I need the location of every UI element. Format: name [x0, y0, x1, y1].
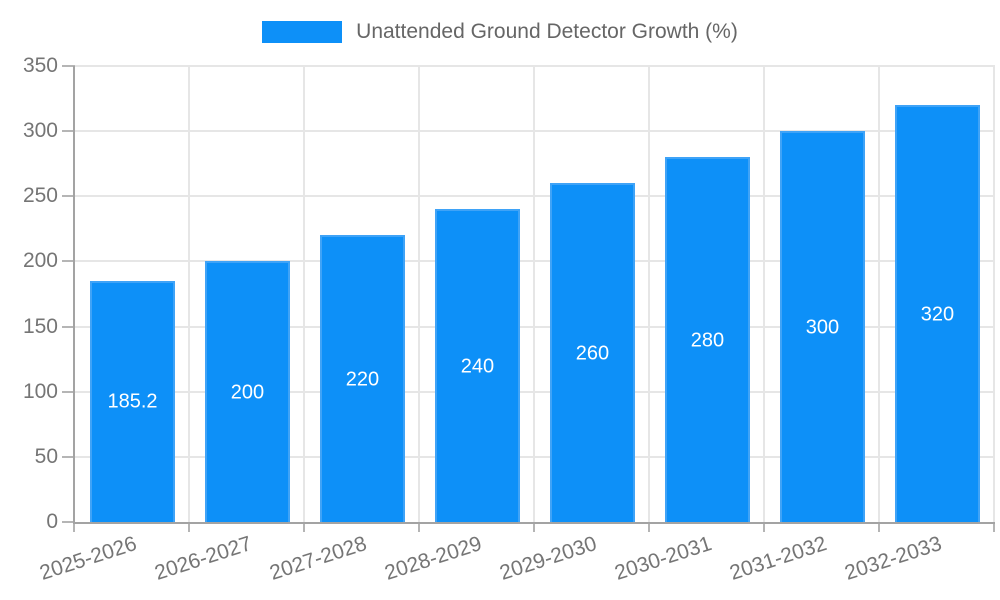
gridline-horizontal	[75, 390, 995, 393]
gridline-horizontal	[75, 455, 995, 458]
x-tick-label: 2028-2029	[381, 532, 485, 585]
x-tick-label: 2027-2028	[266, 532, 370, 585]
bar: 320	[894, 105, 981, 522]
gridline-vertical	[418, 66, 420, 522]
gridline-horizontal	[75, 325, 995, 328]
x-tick-label: 2031-2032	[726, 532, 830, 585]
y-tick-mark	[62, 390, 75, 393]
gridline-vertical	[993, 66, 995, 522]
bar-value-label: 200	[230, 381, 265, 404]
bar: 220	[319, 235, 406, 522]
x-tick-mark	[533, 522, 535, 532]
legend-swatch	[262, 21, 343, 43]
y-tick-label: 200	[22, 249, 58, 273]
gridline-vertical	[533, 66, 535, 522]
x-tick-mark	[878, 522, 880, 532]
x-tick-mark	[648, 522, 650, 532]
y-axis	[73, 66, 75, 522]
y-tick-label: 300	[22, 119, 58, 143]
x-tick-label: 2025-2026	[36, 532, 140, 585]
bar-value-label: 280	[690, 329, 725, 352]
gridline-vertical	[878, 66, 880, 522]
bar: 280	[664, 157, 751, 522]
gridline-vertical	[763, 66, 765, 522]
x-tick-label: 2032-2033	[841, 532, 945, 585]
x-tick-mark	[418, 522, 420, 532]
y-tick-label: 250	[22, 184, 58, 208]
y-tick-mark	[62, 130, 75, 133]
bar: 300	[779, 131, 866, 522]
gridline-horizontal	[75, 260, 995, 263]
x-tick-mark	[188, 522, 190, 532]
gridline-vertical	[188, 66, 190, 522]
bar-value-label: 320	[920, 303, 955, 326]
x-tick-mark	[763, 522, 765, 532]
y-tick-mark	[62, 521, 75, 523]
legend-item[interactable]: Unattended Ground Detector Growth (%)	[262, 20, 738, 44]
bar: 240	[434, 209, 521, 522]
x-tick-mark	[993, 522, 995, 532]
x-tick-mark	[73, 522, 75, 532]
x-tick-label: 2026-2027	[151, 532, 255, 585]
y-tick-label: 50	[34, 444, 58, 468]
legend: Unattended Ground Detector Growth (%)	[0, 18, 1000, 46]
y-tick-mark	[62, 65, 75, 67]
bar-value-label: 220	[345, 368, 380, 391]
gridline-horizontal	[75, 65, 995, 67]
y-tick-mark	[62, 260, 75, 263]
x-tick-label: 2030-2031	[611, 532, 715, 585]
y-tick-mark	[62, 325, 75, 328]
y-tick-label: 0	[46, 510, 58, 533]
y-tick-label: 150	[22, 314, 58, 338]
bar-value-label: 300	[805, 316, 840, 339]
gridline-horizontal	[75, 195, 995, 198]
gridline-vertical	[303, 66, 305, 522]
bar-value-label: 185.2	[107, 390, 158, 413]
y-tick-mark	[62, 195, 75, 198]
y-tick-label: 350	[22, 54, 58, 77]
bar: 260	[549, 183, 636, 522]
legend-label: Unattended Ground Detector Growth (%)	[356, 20, 738, 43]
y-tick-mark	[62, 455, 75, 458]
gridline-horizontal	[75, 130, 995, 133]
bar: 200	[204, 261, 291, 522]
x-axis	[73, 522, 995, 524]
gridline-vertical	[648, 66, 650, 522]
bar-value-label: 260	[575, 342, 610, 365]
x-tick-mark	[303, 522, 305, 532]
plot-area: 0 50 100 150 200 250 300 350 185.2 200 220 240 260 28…	[23, 54, 995, 585]
y-tick-label: 100	[22, 379, 58, 403]
bar: 185.2	[89, 280, 176, 522]
x-tick-label: 2029-2030	[496, 532, 600, 585]
bar-value-label: 240	[460, 355, 495, 378]
